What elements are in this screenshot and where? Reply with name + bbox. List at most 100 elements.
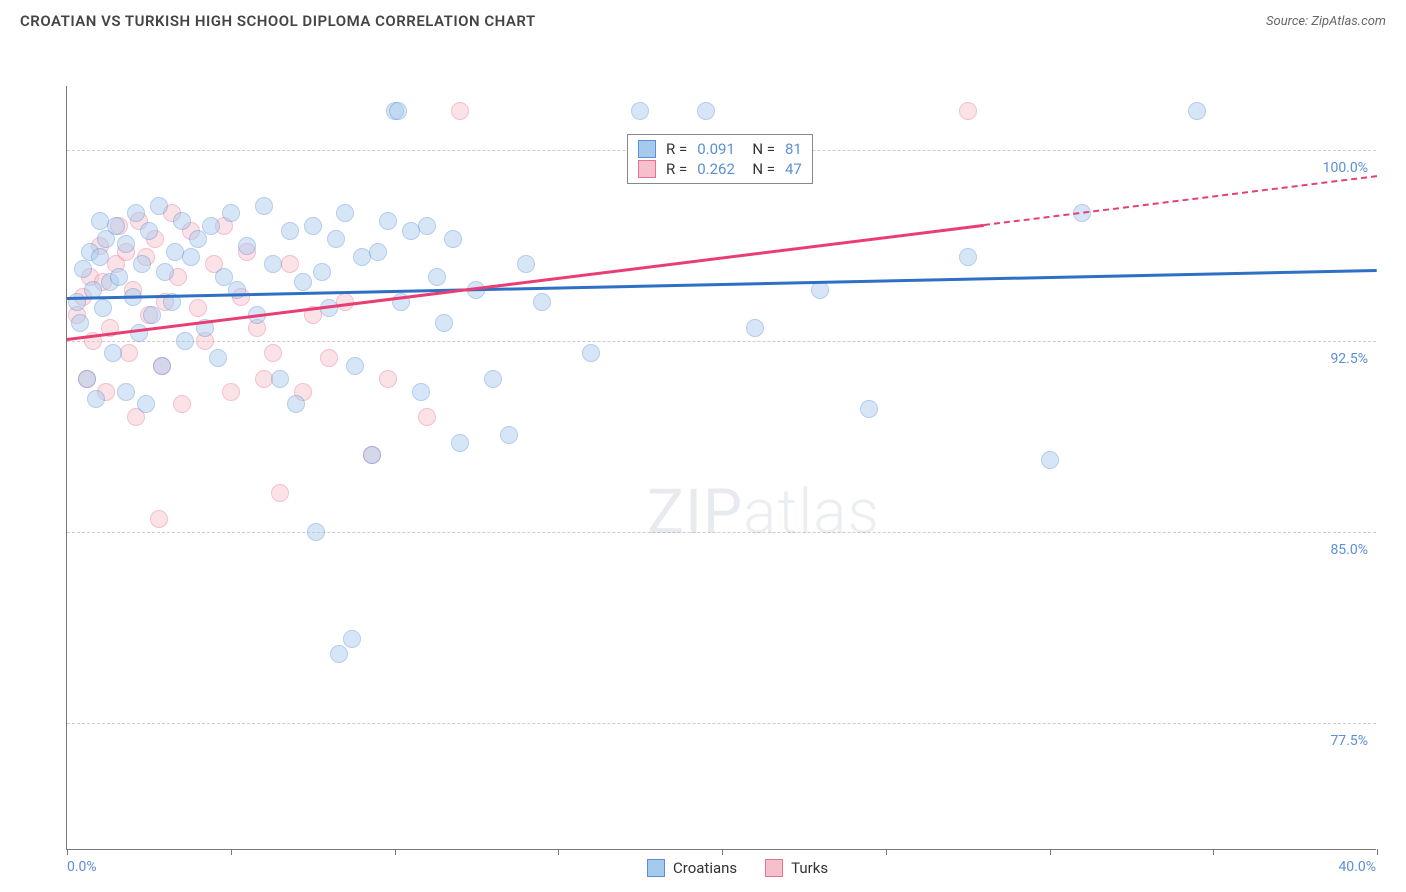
y-tick-label: 100.0%	[1323, 160, 1368, 176]
croatians-point	[287, 395, 305, 413]
turks-point	[255, 370, 273, 388]
n-value: 81	[785, 140, 802, 158]
croatians-point	[363, 446, 381, 464]
croatians-point	[451, 434, 469, 452]
legend-label: Croatians	[673, 859, 737, 877]
n-label: N =	[745, 140, 775, 158]
croatians-point	[533, 293, 551, 311]
croatians-point	[202, 217, 220, 235]
legend-swatch	[638, 140, 656, 158]
turks-point	[379, 370, 397, 388]
croatians-point	[304, 217, 322, 235]
croatians-point	[959, 248, 977, 266]
croatians-point	[238, 237, 256, 255]
x-max-label: 40.0%	[1338, 859, 1376, 875]
croatians-point	[117, 235, 135, 253]
gridline	[67, 341, 1376, 342]
croatians-point	[71, 314, 89, 332]
legend-item: Croatians	[647, 859, 737, 877]
croatians-point	[107, 217, 125, 235]
turks-point	[189, 299, 207, 317]
croatians-point	[444, 230, 462, 248]
turks-point	[418, 408, 436, 426]
croatians-point	[517, 255, 535, 273]
croatians-point	[156, 263, 174, 281]
x-min-label: 0.0%	[67, 859, 97, 875]
croatians-point	[255, 197, 273, 215]
turks-point	[281, 255, 299, 273]
croatians-point	[166, 243, 184, 261]
croatians-point	[143, 306, 161, 324]
croatians-point	[173, 212, 191, 230]
watermark: ZIPatlas	[647, 476, 880, 549]
croatians-point	[117, 383, 135, 401]
croatians-point	[860, 400, 878, 418]
croatians-point	[435, 314, 453, 332]
croatians-point	[336, 204, 354, 222]
croatians-point	[343, 630, 361, 648]
croatians-point	[74, 260, 92, 278]
croatians-point	[127, 204, 145, 222]
r-label: R =	[666, 160, 687, 178]
croatians-point	[327, 230, 345, 248]
correlation-legend: R = 0.091 N = 81R = 0.262 N = 47	[627, 134, 813, 184]
turks-trendline	[984, 175, 1377, 226]
x-tick	[231, 849, 232, 855]
legend-row-croatians: R = 0.091 N = 81	[638, 139, 802, 159]
croatians-point	[346, 357, 364, 375]
croatians-point	[104, 344, 122, 362]
croatians-point	[153, 357, 171, 375]
croatians-point	[264, 255, 282, 273]
turks-point	[264, 344, 282, 362]
x-tick	[886, 849, 887, 855]
r-label: R =	[666, 140, 687, 158]
croatians-point	[369, 243, 387, 261]
croatians-point	[353, 248, 371, 266]
croatians-point	[182, 248, 200, 266]
turks-point	[222, 383, 240, 401]
croatians-point	[379, 212, 397, 230]
croatians-point	[1188, 102, 1206, 120]
croatians-point	[222, 204, 240, 222]
croatians-point	[130, 324, 148, 342]
croatians-point	[209, 349, 227, 367]
legend-swatch	[765, 859, 783, 877]
x-tick	[1050, 849, 1051, 855]
croatians-point	[389, 102, 407, 120]
croatians-point	[412, 383, 430, 401]
legend-swatch	[638, 160, 656, 178]
croatians-point	[500, 426, 518, 444]
gridline	[67, 532, 1376, 533]
croatians-point	[402, 222, 420, 240]
n-value: 47	[785, 160, 802, 178]
croatians-point	[91, 212, 109, 230]
croatians-point	[582, 344, 600, 362]
croatians-point	[418, 217, 436, 235]
r-value: 0.262	[697, 160, 735, 178]
croatians-point	[271, 370, 289, 388]
turks-point	[320, 349, 338, 367]
y-tick-label: 92.5%	[1330, 351, 1368, 367]
series-legend: Croatians Turks	[647, 859, 828, 877]
gridline	[67, 723, 1376, 724]
croatians-point	[87, 390, 105, 408]
croatians-point	[140, 222, 158, 240]
croatians-point	[330, 645, 348, 663]
croatians-point	[110, 268, 128, 286]
turks-point	[173, 395, 191, 413]
turks-point	[120, 344, 138, 362]
turks-point	[959, 102, 977, 120]
croatians-point	[307, 523, 325, 541]
plot-area: 77.5%85.0%92.5%100.0%0.0%40.0%ZIPatlasR …	[66, 86, 1376, 850]
croatians-point	[313, 263, 331, 281]
x-tick	[67, 849, 68, 855]
croatians-point	[697, 102, 715, 120]
legend-swatch	[647, 859, 665, 877]
croatians-point	[176, 332, 194, 350]
x-tick	[1377, 849, 1378, 855]
legend-item: Turks	[765, 859, 828, 877]
x-tick	[722, 849, 723, 855]
legend-label: Turks	[791, 859, 828, 877]
x-tick	[1213, 849, 1214, 855]
source-label: Source: ZipAtlas.com	[1266, 14, 1386, 29]
